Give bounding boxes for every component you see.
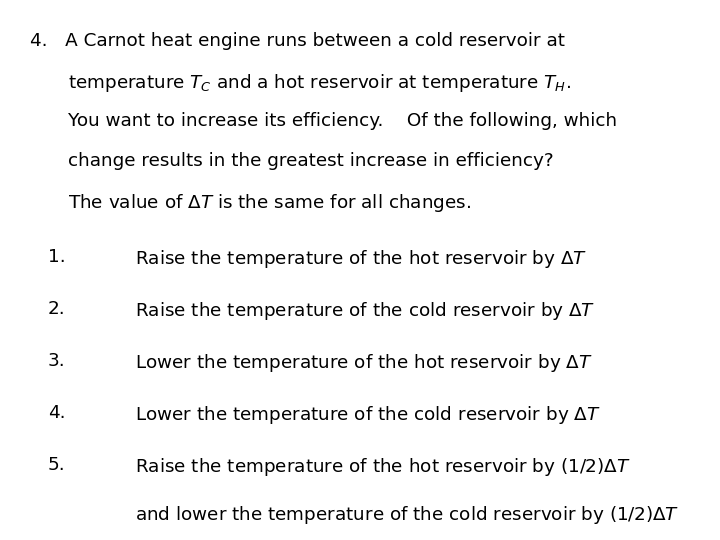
Text: 2.: 2. xyxy=(48,300,66,318)
Text: Raise the temperature of the hot reservoir by $\Delta T$: Raise the temperature of the hot reservo… xyxy=(135,248,588,270)
Text: Raise the temperature of the hot reservoir by $(1/2)\Delta T$: Raise the temperature of the hot reservo… xyxy=(135,456,631,478)
Text: 4.   A Carnot heat engine runs between a cold reservoir at: 4. A Carnot heat engine runs between a c… xyxy=(30,32,565,50)
Text: 5.: 5. xyxy=(48,456,66,474)
Text: 4.: 4. xyxy=(48,404,66,422)
Text: and lower the temperature of the cold reservoir by $(1/2)\Delta T$: and lower the temperature of the cold re… xyxy=(135,504,679,526)
Text: Lower the temperature of the cold reservoir by $\Delta T$: Lower the temperature of the cold reserv… xyxy=(135,404,600,426)
Text: 1.: 1. xyxy=(48,248,66,266)
Text: Lower the temperature of the hot reservoir by $\Delta T$: Lower the temperature of the hot reservo… xyxy=(135,352,593,374)
Text: change results in the greatest increase in efficiency?: change results in the greatest increase … xyxy=(68,152,554,170)
Text: 3.: 3. xyxy=(48,352,66,370)
Text: The value of $\Delta T$ is the same for all changes.: The value of $\Delta T$ is the same for … xyxy=(68,192,471,214)
Text: Raise the temperature of the cold reservoir by $\Delta T$: Raise the temperature of the cold reserv… xyxy=(135,300,595,322)
Text: You want to increase its efficiency.    Of the following, which: You want to increase its efficiency. Of … xyxy=(68,112,617,130)
Text: temperature $T_C$ and a hot reservoir at temperature $T_H$.: temperature $T_C$ and a hot reservoir at… xyxy=(68,72,571,94)
